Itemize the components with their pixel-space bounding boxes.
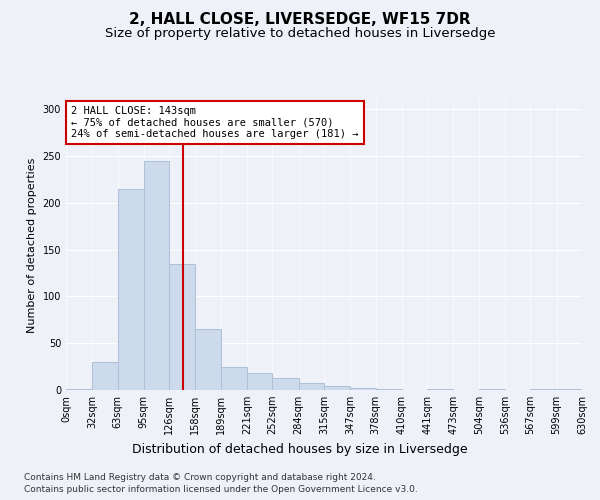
Bar	[557, 389, 582, 390]
Bar	[272, 378, 299, 390]
Text: Contains public sector information licensed under the Open Government Licence v3: Contains public sector information licen…	[24, 485, 418, 494]
Bar	[427, 389, 454, 390]
Bar	[376, 389, 402, 390]
Bar	[324, 386, 350, 390]
Bar	[169, 264, 196, 390]
Y-axis label: Number of detached properties: Number of detached properties	[27, 158, 37, 332]
Bar	[299, 382, 324, 390]
Text: 2, HALL CLOSE, LIVERSEDGE, WF15 7DR: 2, HALL CLOSE, LIVERSEDGE, WF15 7DR	[129, 12, 471, 28]
Bar	[92, 362, 118, 390]
Text: 2 HALL CLOSE: 143sqm
← 75% of detached houses are smaller (570)
24% of semi-deta: 2 HALL CLOSE: 143sqm ← 75% of detached h…	[71, 106, 359, 139]
Bar	[479, 389, 505, 390]
Text: Distribution of detached houses by size in Liversedge: Distribution of detached houses by size …	[132, 442, 468, 456]
Bar	[350, 388, 376, 390]
Bar	[247, 373, 272, 390]
Bar	[118, 189, 144, 390]
Bar	[196, 329, 221, 390]
Bar	[221, 366, 247, 390]
Bar	[144, 161, 169, 390]
Text: Size of property relative to detached houses in Liversedge: Size of property relative to detached ho…	[105, 28, 495, 40]
Bar	[530, 389, 557, 390]
Bar	[66, 389, 92, 390]
Text: Contains HM Land Registry data © Crown copyright and database right 2024.: Contains HM Land Registry data © Crown c…	[24, 472, 376, 482]
